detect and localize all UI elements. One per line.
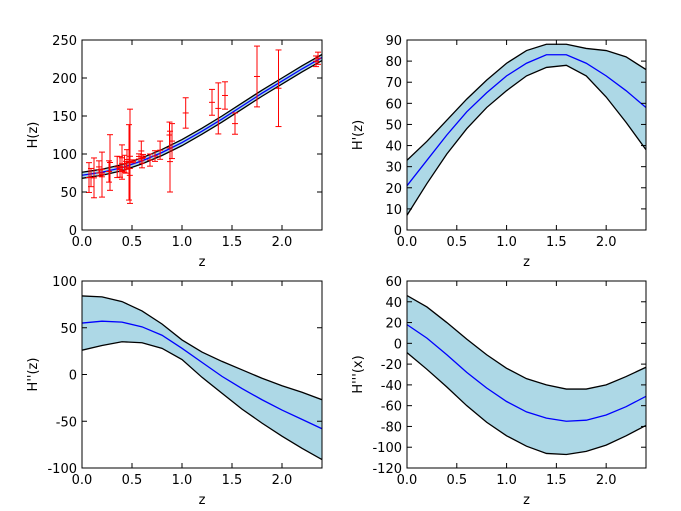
x-tick-label: 2.0: [272, 235, 293, 250]
x-axis-label: z: [199, 493, 206, 508]
y-tick-label: 200: [52, 72, 77, 87]
mean-line: [407, 54, 646, 187]
y-tick-label: 60: [385, 275, 402, 290]
y-tick-label: 60: [385, 97, 402, 112]
subplot: 0.0 0.5 1.0 1.5 2.0 0 50 100 150 200 250 z H(z): [26, 34, 323, 270]
plot-area: [82, 45, 322, 204]
y-tick-label: -50: [56, 415, 77, 430]
x-tick-label: 0.5: [446, 235, 467, 250]
y-tick-label: -120: [372, 462, 402, 477]
band-upper-edge: [82, 53, 322, 173]
y-axis-label: H'''(x): [351, 355, 366, 393]
x-tick-label: 0.5: [446, 473, 467, 488]
axes-frame: [406, 280, 647, 469]
axes-frame: [81, 39, 323, 231]
band-upper-edge: [407, 43, 646, 161]
x-tick-label: 1.5: [546, 235, 567, 250]
subplot: 0.0 0.5 1.0 1.5 2.0 0 10 20 30 40 50 60 70 80 90 z H'(z): [351, 34, 647, 270]
x-tick-label: 0.5: [122, 235, 143, 250]
mean-line: [407, 324, 646, 422]
y-tick-label: 50: [385, 118, 402, 133]
band-lower-edge: [82, 341, 322, 461]
y-tick-label: -100: [47, 462, 77, 477]
x-tick-label: 1.0: [496, 473, 517, 488]
y-tick-label: 10: [385, 203, 402, 218]
x-tick-label: 0.0: [72, 473, 93, 488]
subplot: 0.0 0.5 1.0 1.5 2.0 -120 -100 -80 -60 -40 -20 0 20 40…: [351, 275, 647, 508]
confidence-band: [82, 54, 322, 179]
x-axis-label: z: [199, 255, 206, 270]
y-tick-label: 20: [385, 317, 402, 332]
y-tick-label: 0: [394, 224, 402, 239]
y-tick-label: 40: [385, 140, 402, 155]
x-tick-label: 1.5: [222, 473, 243, 488]
plot-area: [82, 295, 322, 461]
y-tick-label: -60: [381, 400, 402, 415]
y-tick-label: 50: [60, 322, 77, 337]
confidence-band: [407, 44, 646, 216]
band-upper-edge: [407, 294, 646, 390]
y-tick-label: 0: [69, 224, 77, 239]
y-tick-label: 150: [52, 110, 77, 125]
band-lower-edge: [407, 352, 646, 456]
x-tick-label: 0.5: [122, 473, 143, 488]
y-tick-label: 90: [385, 34, 402, 49]
y-tick-label: 250: [52, 34, 77, 49]
x-tick-label: 2.0: [596, 235, 617, 250]
x-tick-label: 0.0: [397, 473, 418, 488]
y-tick-label: 100: [52, 148, 77, 163]
x-tick-label: 0.0: [397, 235, 418, 250]
x-tick-label: 1.5: [546, 473, 567, 488]
y-tick-label: -20: [381, 358, 402, 373]
y-tick-label: 30: [385, 161, 402, 176]
y-axis-label: H''(z): [26, 358, 41, 392]
x-axis-label: z: [523, 255, 530, 270]
y-tick-label: -100: [372, 441, 402, 456]
y-tick-label: 20: [385, 182, 402, 197]
axes-frame: [406, 39, 647, 231]
y-tick-label: 80: [385, 55, 402, 70]
x-tick-label: 1.0: [172, 473, 193, 488]
y-tick-label: 100: [52, 275, 77, 290]
subplot: 0.0 0.5 1.0 1.5 2.0 -100 -50 0 50 100 z H''(z): [26, 275, 323, 508]
y-tick-label: 0: [69, 369, 77, 384]
x-tick-label: 1.0: [172, 235, 193, 250]
x-tick-label: 1.5: [222, 235, 243, 250]
plot-area: [407, 294, 646, 456]
y-tick-label: 0: [394, 337, 402, 352]
y-tick-label: -40: [381, 379, 402, 394]
band-upper-edge: [82, 295, 322, 401]
x-tick-label: 0.0: [72, 235, 93, 250]
confidence-band: [407, 295, 646, 455]
x-tick-label: 2.0: [596, 473, 617, 488]
y-axis-label: H'(z): [351, 120, 366, 150]
band-lower-edge: [407, 64, 646, 216]
x-tick-label: 1.0: [496, 235, 517, 250]
x-tick-label: 2.0: [272, 473, 293, 488]
y-tick-label: 70: [385, 76, 402, 91]
y-tick-label: 50: [60, 186, 77, 201]
y-tick-label: 40: [385, 296, 402, 311]
plot-area: [407, 43, 646, 216]
x-axis-label: z: [523, 493, 530, 508]
confidence-band: [82, 295, 322, 460]
y-tick-label: -80: [381, 420, 402, 435]
mean-line: [82, 320, 322, 430]
y-axis-label: H(z): [26, 122, 41, 149]
